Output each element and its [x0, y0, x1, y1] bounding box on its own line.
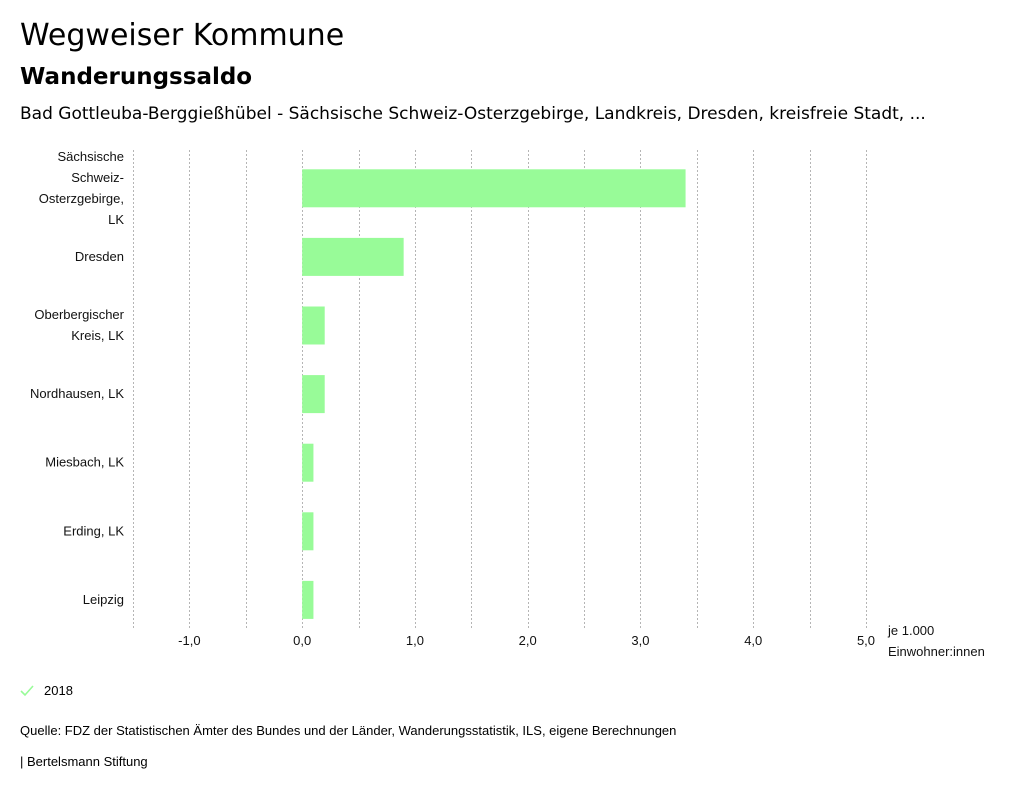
tick-label: 4,0	[744, 633, 762, 648]
tick-label: 3,0	[631, 633, 649, 648]
unit-label-line: Einwohner:innen	[888, 644, 985, 659]
tick-label: 1,0	[406, 633, 424, 648]
category-label: Dresden	[75, 249, 124, 264]
legend-label: 2018	[44, 683, 73, 698]
bar[interactable]	[302, 443, 314, 482]
category-label: Miesbach, LK	[45, 455, 124, 470]
bar[interactable]	[302, 237, 404, 276]
bar[interactable]	[302, 512, 314, 551]
check-icon	[20, 684, 34, 696]
category-label: Leipzig	[83, 592, 124, 607]
bars	[302, 169, 686, 619]
tick-label: 0,0	[293, 633, 311, 648]
category-label: Nordhausen, LK	[30, 386, 124, 401]
category-label: Sächsische Schweiz-Osterzgebirge, LK	[39, 149, 125, 227]
category-label: Oberbergischer Kreis, LK	[34, 307, 124, 343]
category-label: Erding, LK	[63, 523, 124, 538]
tick-label: 5,0	[857, 633, 875, 648]
region-title: Bad Gottleuba-Berggießhübel - Sächsische…	[20, 104, 926, 124]
page-title: Wegweiser Kommune	[20, 18, 345, 53]
bar-chart: Sächsische Schweiz-Osterzgebirge, LK Dresde…	[30, 149, 985, 659]
bar[interactable]	[302, 375, 325, 414]
category-labels: Sächsische Schweiz-Osterzgebirge, LK Dresde…	[30, 149, 125, 607]
tick-label: 2,0	[519, 633, 537, 648]
grid-lines	[133, 150, 867, 628]
tick-label: -1,0	[178, 633, 200, 648]
brand-note: | Bertelsmann Stiftung	[20, 754, 148, 769]
chart-subtitle: Wanderungssaldo	[20, 64, 253, 90]
legend[interactable]: 2018	[20, 683, 73, 698]
bar[interactable]	[302, 306, 325, 345]
bar[interactable]	[302, 169, 686, 208]
tick-labels: -1,0 0,0 1,0 2,0 3,0 4,0 5,0	[178, 633, 875, 648]
axis-unit-label: je 1.000 Einwohner:innen	[887, 623, 985, 659]
bar[interactable]	[302, 580, 314, 619]
source-note: Quelle: FDZ der Statistischen Ämter des …	[20, 723, 677, 738]
unit-label-line: je 1.000	[887, 623, 934, 638]
